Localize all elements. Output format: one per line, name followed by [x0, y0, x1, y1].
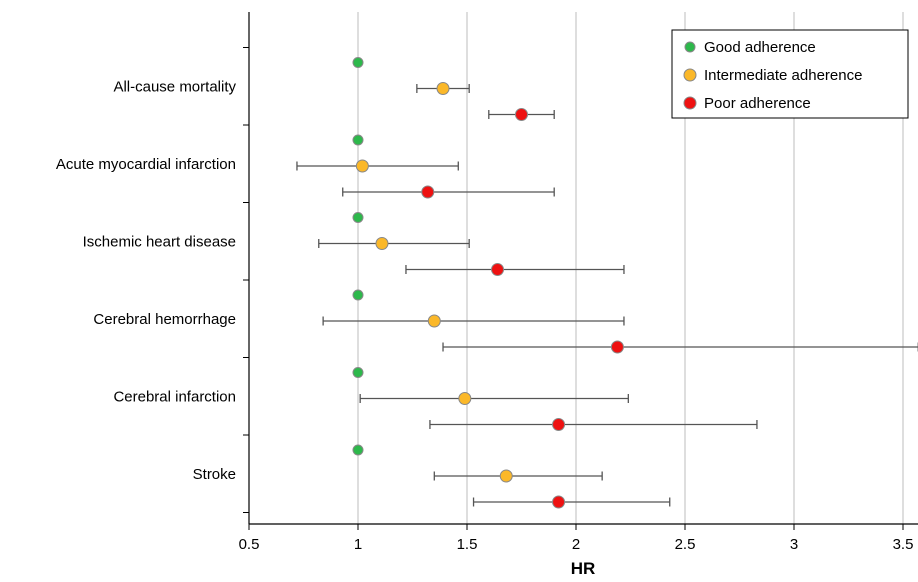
hr-point — [355, 159, 369, 173]
legend-marker — [683, 96, 697, 110]
hr-point — [610, 340, 624, 354]
x-tick-label: 1.5 — [457, 536, 478, 553]
data-marks — [296, 57, 918, 509]
y-ticks — [243, 47, 249, 513]
legend: Good adherence Intermediate adherence Poor… — [671, 29, 909, 119]
hr-point — [352, 212, 364, 223]
hr-point — [427, 314, 441, 328]
hr-point — [458, 392, 472, 405]
category-label: Cerebral infarction — [113, 388, 236, 405]
category-label: All-cause mortality — [113, 78, 236, 95]
hr-point — [352, 57, 364, 68]
hr-point — [352, 444, 364, 456]
x-ticks: 0.511.522.533.54 — [239, 524, 914, 553]
legend-label: Intermediate adherence — [704, 67, 862, 84]
legend-label: Good adherence — [704, 39, 816, 56]
x-tick-label: 2.5 — [675, 536, 696, 553]
hr-point — [436, 82, 450, 95]
hr-point — [491, 263, 505, 276]
x-axis-title: HR — [571, 559, 596, 578]
x-tick-label: 0.5 — [239, 536, 260, 553]
x-tick-label: 3.5 — [893, 536, 914, 553]
category-label: Cerebral hemorrhage — [93, 311, 236, 328]
x-tick-label: 2 — [572, 536, 580, 553]
x-tick-label: 3 — [790, 536, 798, 553]
hr-point — [515, 108, 528, 121]
hr-point — [352, 289, 364, 301]
hr-point — [375, 237, 389, 250]
x-tick-label: 1 — [354, 536, 362, 553]
hr-point — [552, 495, 566, 509]
category-label: Ischemic heart disease — [83, 233, 236, 250]
hr-point — [552, 418, 566, 431]
axes — [248, 12, 918, 525]
legend-box — [671, 29, 909, 119]
legend-marker — [683, 68, 697, 82]
category-label: Stroke — [193, 466, 236, 483]
hr-point — [421, 185, 435, 199]
legend-label: Poor adherence — [704, 95, 811, 112]
hr-point — [352, 367, 364, 378]
category-label: Acute myocardial infarction — [56, 156, 236, 173]
hr-point — [499, 469, 513, 483]
legend-marker — [684, 41, 696, 53]
category-labels: All-cause mortality Acute myocardial infa… — [56, 78, 237, 483]
hr-point — [352, 134, 364, 146]
